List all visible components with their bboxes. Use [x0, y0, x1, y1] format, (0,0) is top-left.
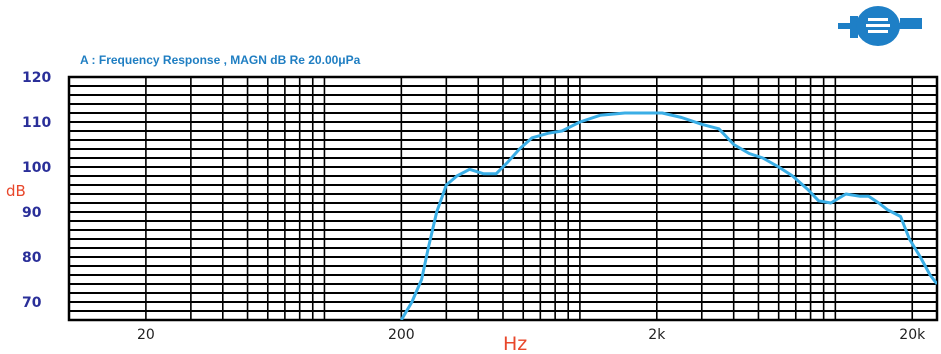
- frequency-response-line: [400, 111, 937, 320]
- chart-title: A : Frequency Response , MAGN dB Re 20.0…: [80, 53, 361, 67]
- x-axis-label: Hz: [503, 333, 527, 354]
- y-tick-label: 80: [22, 250, 42, 266]
- x-axis-ticks: 20 200 2k 20k: [137, 327, 926, 343]
- series-layer: [400, 111, 937, 320]
- y-tick-label: 120: [22, 70, 51, 86]
- x-tick-label: 20k: [899, 327, 926, 343]
- x-tick-label: 20: [137, 327, 155, 343]
- chart-grid: [68, 76, 937, 321]
- y-axis-label: dB: [6, 182, 26, 200]
- y-tick-label: 100: [22, 160, 51, 176]
- x-tick-label: 2k: [648, 327, 666, 343]
- y-tick-label: 90: [22, 205, 42, 221]
- y-tick-label: 70: [22, 295, 42, 311]
- plot-frame: [67, 75, 939, 322]
- y-axis-ticks: 70 80 90 100 110 120: [22, 70, 51, 311]
- brand-logo: [838, 6, 922, 46]
- x-tick-label: 200: [388, 327, 415, 343]
- y-tick-label: 110: [22, 115, 51, 131]
